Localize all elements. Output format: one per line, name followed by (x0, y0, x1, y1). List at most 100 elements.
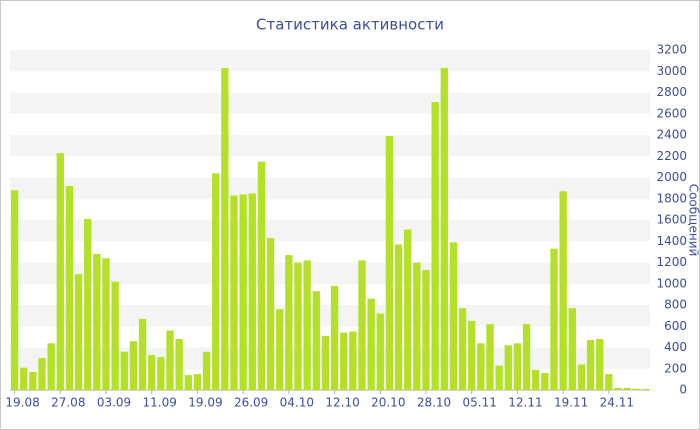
y-tick-label: 2000 (656, 170, 687, 184)
bar (477, 343, 485, 390)
y-tick-label: 2800 (656, 85, 687, 99)
bar (111, 281, 119, 390)
y-tick-label: 3000 (656, 64, 687, 78)
y-tick-label: 200 (664, 361, 687, 375)
bar (312, 291, 320, 390)
y-tick-label: 400 (664, 340, 687, 354)
bar (532, 369, 540, 390)
bar (230, 195, 238, 390)
bar (376, 313, 384, 390)
bar (458, 308, 467, 390)
y-axis-title: Сообщений (687, 184, 700, 257)
bar (239, 194, 247, 390)
bar (468, 320, 476, 390)
bar (623, 387, 631, 390)
grid-band (10, 177, 650, 199)
bar (266, 238, 275, 390)
x-tick-label: 19.08 (5, 396, 39, 410)
bar (74, 274, 83, 390)
bar (257, 161, 266, 390)
bar (632, 388, 640, 390)
bar (577, 364, 586, 390)
bar (559, 191, 567, 390)
y-tick-label: 2200 (656, 149, 687, 163)
x-tick-label: 12.11 (508, 396, 542, 410)
bar (541, 373, 549, 390)
bar (148, 354, 156, 390)
bar (248, 193, 256, 390)
chart-title: Статистика активности (256, 16, 444, 34)
bar (431, 102, 439, 390)
bar (340, 332, 348, 390)
x-tick-label: 03.09 (97, 396, 131, 410)
bar (330, 285, 339, 390)
y-tick-label: 2600 (656, 106, 687, 120)
y-tick-label: 2400 (656, 128, 687, 142)
bar (440, 68, 448, 390)
y-tick-label: 800 (664, 298, 687, 312)
bar (385, 136, 394, 390)
bar (20, 367, 28, 390)
bar (550, 248, 558, 390)
x-tick-label: 20.10 (371, 396, 405, 410)
grid-band (10, 262, 650, 284)
bar (413, 262, 421, 390)
bar (38, 358, 46, 390)
y-tick-label: 3200 (656, 43, 687, 57)
bar (605, 374, 613, 390)
x-tick-label: 19.09 (188, 396, 222, 410)
grid-band (10, 92, 650, 114)
bar (29, 371, 37, 390)
y-tick-label: 0 (679, 383, 687, 397)
bar (614, 387, 622, 390)
y-tick-label: 1600 (656, 213, 687, 227)
bar (404, 229, 412, 390)
bar (184, 375, 192, 390)
bar (349, 331, 357, 390)
bar (358, 260, 366, 390)
x-tick-label: 26.09 (234, 396, 268, 410)
bar (495, 365, 503, 390)
x-tick-label: 28.10 (417, 396, 451, 410)
bar (93, 254, 101, 390)
x-tick-label: 27.08 (51, 396, 85, 410)
bar (449, 242, 458, 390)
x-tick-label: 05.11 (463, 396, 497, 410)
bar (221, 68, 229, 390)
bar (321, 335, 330, 390)
bar (285, 255, 293, 390)
bar (138, 318, 147, 390)
y-tick-label: 600 (664, 319, 687, 333)
bar (65, 186, 74, 390)
bar (129, 341, 138, 390)
bar (212, 173, 220, 390)
bar (586, 340, 595, 390)
bar (10, 190, 19, 390)
grid-band (10, 135, 650, 157)
bar (504, 345, 512, 390)
bar (102, 258, 110, 390)
bar (422, 269, 430, 390)
bar (276, 309, 284, 390)
bar (47, 343, 55, 390)
bar (486, 324, 494, 390)
bar (513, 343, 522, 390)
bar (202, 351, 211, 390)
y-tick-label: 1000 (656, 276, 687, 290)
bar (175, 339, 183, 390)
y-tick-label: 1200 (656, 255, 687, 269)
bar (522, 324, 531, 390)
bar (367, 298, 375, 390)
bar (120, 351, 128, 390)
x-tick-label: 12.10 (325, 396, 359, 410)
grid-band (10, 220, 650, 242)
x-tick-label: 11.09 (143, 396, 177, 410)
bar (294, 262, 302, 390)
bar (596, 339, 604, 390)
bar (641, 388, 650, 390)
x-tick-label: 19.11 (554, 396, 588, 410)
grid-band (10, 305, 650, 327)
grid-band (10, 50, 650, 72)
y-tick-label: 1400 (656, 234, 687, 248)
